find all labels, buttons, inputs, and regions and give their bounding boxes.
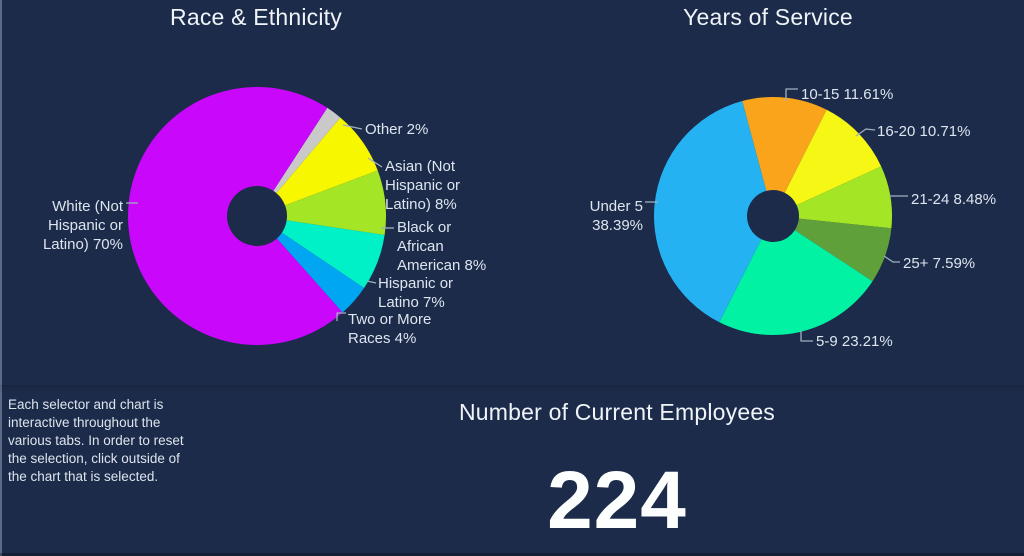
slice-under-5[interactable] xyxy=(654,101,767,323)
slice-10-15[interactable] xyxy=(742,97,827,193)
interactivity-note: Each selector and chart is interactive t… xyxy=(8,397,184,484)
slice-label-under-5: Under 5 38.39% xyxy=(589,198,643,234)
left-edge-highlight xyxy=(0,0,2,556)
slice-asian-not-hispanic-or-latino[interactable] xyxy=(276,117,378,206)
slice-label-black-or-african-american: Black or African American 8% xyxy=(397,219,487,274)
slice-label-10-15: 10-15 11.61% xyxy=(801,86,894,103)
slice-other[interactable] xyxy=(273,107,341,194)
leader-line xyxy=(800,330,813,342)
panel-divider xyxy=(0,385,1024,393)
slice-white-not-hispanic-or-latino[interactable] xyxy=(127,87,343,346)
slice-16-20[interactable] xyxy=(784,109,882,206)
slice-label-5-9: 5-9 23.21% xyxy=(816,333,893,350)
slice-label-white-not-hispanic-or-latino: White (Not Hispanic or Latino) 70% xyxy=(42,198,123,253)
slice-hispanic-or-latino[interactable] xyxy=(281,220,385,288)
leader-line xyxy=(366,280,377,284)
leader-line xyxy=(883,255,900,263)
leader-line xyxy=(785,88,798,101)
leader-line xyxy=(855,128,876,137)
slice-label-other: Other 2% xyxy=(365,121,429,138)
slice-label-hispanic-or-latino: Hispanic or Latino 7% xyxy=(378,275,454,311)
leader-line xyxy=(336,312,346,321)
slice-label-16-20: 16-20 10.71% xyxy=(877,123,971,140)
slice-two-or-more-races[interactable] xyxy=(276,232,365,313)
employees-count: 224 xyxy=(547,455,687,546)
slice-label-two-or-more-races: Two or More Races 4% xyxy=(348,311,432,347)
bottom-edge xyxy=(0,553,1024,556)
leader-line xyxy=(342,124,363,130)
slice-21-24[interactable] xyxy=(796,166,892,229)
employees-panel-title: Number of Current Employees xyxy=(458,399,776,425)
slice-5-9[interactable] xyxy=(719,230,873,336)
slice-label-21-24: 21-24 8.48% xyxy=(911,191,997,208)
years-of-service-chart-title: Years of Service xyxy=(683,4,853,30)
slice-25[interactable] xyxy=(794,218,892,282)
race-ethnicity-chart-title: Race & Ethnicity xyxy=(170,4,342,30)
leader-line xyxy=(367,157,383,168)
slice-label-25: 25+ 7.59% xyxy=(903,255,976,272)
slice-label-asian-not-hispanic-or-latino: Asian (Not Hispanic or Latino) 8% xyxy=(385,158,461,213)
slice-black-or-african-american[interactable] xyxy=(285,170,386,235)
